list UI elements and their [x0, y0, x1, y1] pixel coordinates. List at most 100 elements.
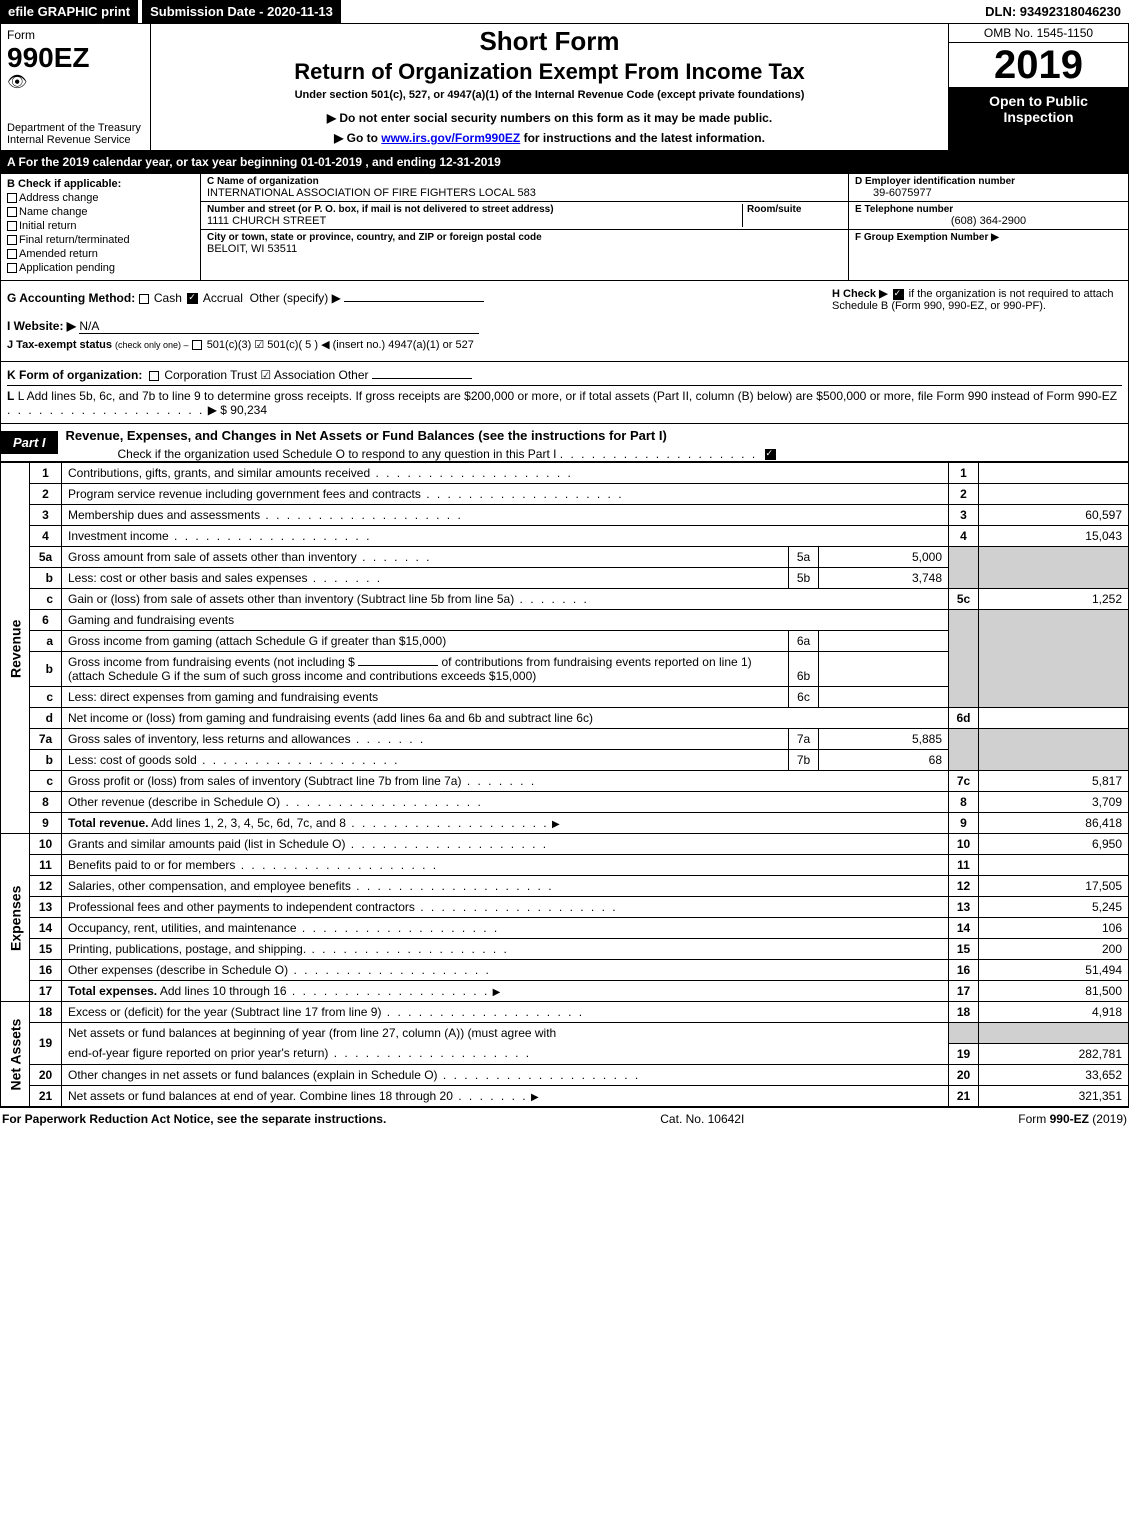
line-ref: 13 — [949, 897, 979, 918]
line-num: 2 — [30, 484, 62, 505]
line-9: 9 Total revenue. Total revenue. Add line… — [1, 813, 1129, 834]
footer-c: (2019) — [1089, 1112, 1127, 1126]
line-desc: Contributions, gifts, grants, and simila… — [68, 466, 370, 480]
line-desc: Occupancy, rent, utilities, and maintena… — [68, 921, 297, 935]
line-14: 14 Occupancy, rent, utilities, and maint… — [1, 918, 1129, 939]
line-16: 16 Other expenses (describe in Schedule … — [1, 960, 1129, 981]
line-ref: 10 — [949, 834, 979, 855]
line-13: 13 Professional fees and other payments … — [1, 897, 1129, 918]
inner-ref: 5b — [789, 568, 819, 589]
goto-suffix: for instructions and the latest informat… — [520, 131, 765, 145]
line-desc: Professional fees and other payments to … — [68, 900, 415, 914]
k-opts: Corporation Trust ☑ Association Other — [164, 368, 368, 382]
checkbox-corporation[interactable] — [149, 371, 159, 381]
l-arrow: ▶ $ — [208, 403, 227, 417]
section-kl: K Form of organization: Corporation Trus… — [0, 362, 1129, 424]
line-desc: Gaming and fundraising events — [62, 610, 949, 631]
checkbox-accrual[interactable] — [187, 293, 198, 304]
line-5a: 5a Gross amount from sale of assets othe… — [1, 547, 1129, 568]
inner-ref: 6a — [789, 631, 819, 652]
line-desc: Gross income from gaming (attach Schedul… — [68, 634, 446, 648]
line-desc-a: Gross income from fundraising events (no… — [68, 655, 355, 669]
inner-amt — [819, 631, 949, 652]
line-amt: 60,597 — [979, 505, 1129, 526]
line-ref: 20 — [949, 1064, 979, 1085]
checkbox-final-return[interactable]: Final return/terminated — [7, 234, 194, 246]
checkbox-schedule-b[interactable] — [893, 289, 904, 300]
street-value: 1111 CHURCH STREET — [207, 215, 742, 227]
line-num: 10 — [30, 834, 62, 855]
phone-row: E Telephone number (608) 364-2900 — [849, 202, 1128, 230]
line-ref: 21 — [949, 1085, 979, 1106]
line-amt: 6,950 — [979, 834, 1129, 855]
cash-label: Cash — [154, 291, 182, 305]
line-amt: 321,351 — [979, 1085, 1129, 1106]
inner-amt: 5,885 — [819, 729, 949, 750]
line-20: 20 Other changes in net assets or fund b… — [1, 1064, 1129, 1085]
form-number: 990EZ — [7, 44, 144, 72]
tax-exempt-row: J Tax-exempt status (check only one) – 5… — [7, 338, 822, 351]
line-ref: 7c — [949, 771, 979, 792]
line-desc: Less: cost of goods sold — [68, 753, 197, 767]
open-public-badge: Open to Public Inspection — [949, 87, 1128, 150]
checkbox-cash[interactable] — [139, 294, 149, 304]
f-label: F Group Exemption Number ▶ — [855, 232, 1122, 243]
checkbox-name-change[interactable]: Name change — [7, 206, 194, 218]
inner-amt — [819, 687, 949, 708]
grey-cell — [979, 729, 1129, 771]
street-row: Number and street (or P. O. box, if mail… — [201, 202, 848, 230]
inner-ref: 5a — [789, 547, 819, 568]
section-b-item-1: Name change — [19, 206, 88, 218]
checkbox-schedule-o[interactable] — [765, 449, 776, 460]
line-num: b — [30, 652, 62, 687]
line-ref: 15 — [949, 939, 979, 960]
checkbox-initial-return[interactable]: Initial return — [7, 220, 194, 232]
line-amt: 51,494 — [979, 960, 1129, 981]
j-label: J Tax-exempt status — [7, 339, 112, 351]
line-21: 21 Net assets or fund balances at end of… — [1, 1085, 1129, 1106]
other-label: Other (specify) ▶ — [250, 291, 341, 305]
checkbox-501c3[interactable] — [192, 340, 202, 350]
irs-link[interactable]: www.irs.gov/Form990EZ — [381, 131, 520, 145]
line-num: 11 — [30, 855, 62, 876]
line-amt — [979, 708, 1129, 729]
inner-ref: 6b — [789, 652, 819, 687]
line-ref: 9 — [949, 813, 979, 834]
line-num: 12 — [30, 876, 62, 897]
line-amt: 282,781 — [979, 1043, 1129, 1064]
phone-value: (608) 364-2900 — [855, 215, 1122, 227]
inner-amt — [819, 652, 949, 687]
line-6: 6 Gaming and fundraising events — [1, 610, 1129, 631]
c-name-label: C Name of organization — [207, 176, 842, 187]
arrow-icon — [531, 1089, 541, 1103]
inner-amt: 5,000 — [819, 547, 949, 568]
inner-ref: 6c — [789, 687, 819, 708]
inner-ref: 7b — [789, 750, 819, 771]
irs-label: Internal Revenue Service — [7, 134, 144, 146]
room-label: Room/suite — [747, 204, 842, 215]
section-h: H Check ▶ if the organization is not req… — [822, 287, 1122, 355]
line-ref: 19 — [949, 1043, 979, 1064]
section-de: D Employer identification number 39-6075… — [848, 174, 1128, 280]
line-num: 15 — [30, 939, 62, 960]
line-desc: Other changes in net assets or fund bala… — [68, 1068, 438, 1082]
section-b-item-0: Address change — [19, 192, 99, 204]
g-label: G Accounting Method: — [7, 291, 135, 305]
line-num: 7a — [30, 729, 62, 750]
grey-cell — [949, 547, 979, 589]
line-num: 14 — [30, 918, 62, 939]
line-desc: Salaries, other compensation, and employ… — [68, 879, 351, 893]
accrual-label: Accrual — [203, 291, 243, 305]
section-bcd: B Check if applicable: Address change Na… — [0, 174, 1129, 281]
checkbox-amended-return[interactable]: Amended return — [7, 248, 194, 260]
dln-label: DLN: 93492318046230 — [977, 0, 1129, 23]
grey-cell — [979, 547, 1129, 589]
line-num: d — [30, 708, 62, 729]
line-4: 4 Investment income 4 15,043 — [1, 526, 1129, 547]
line-desc: Net assets or fund balances at beginning… — [62, 1023, 949, 1044]
line-amt: 4,918 — [979, 1002, 1129, 1023]
line-num: 13 — [30, 897, 62, 918]
checkbox-application-pending[interactable]: Application pending — [7, 262, 194, 274]
checkbox-address-change[interactable]: Address change — [7, 192, 194, 204]
header-left: Form 990EZ 👁 Department of the Treasury … — [1, 24, 151, 150]
